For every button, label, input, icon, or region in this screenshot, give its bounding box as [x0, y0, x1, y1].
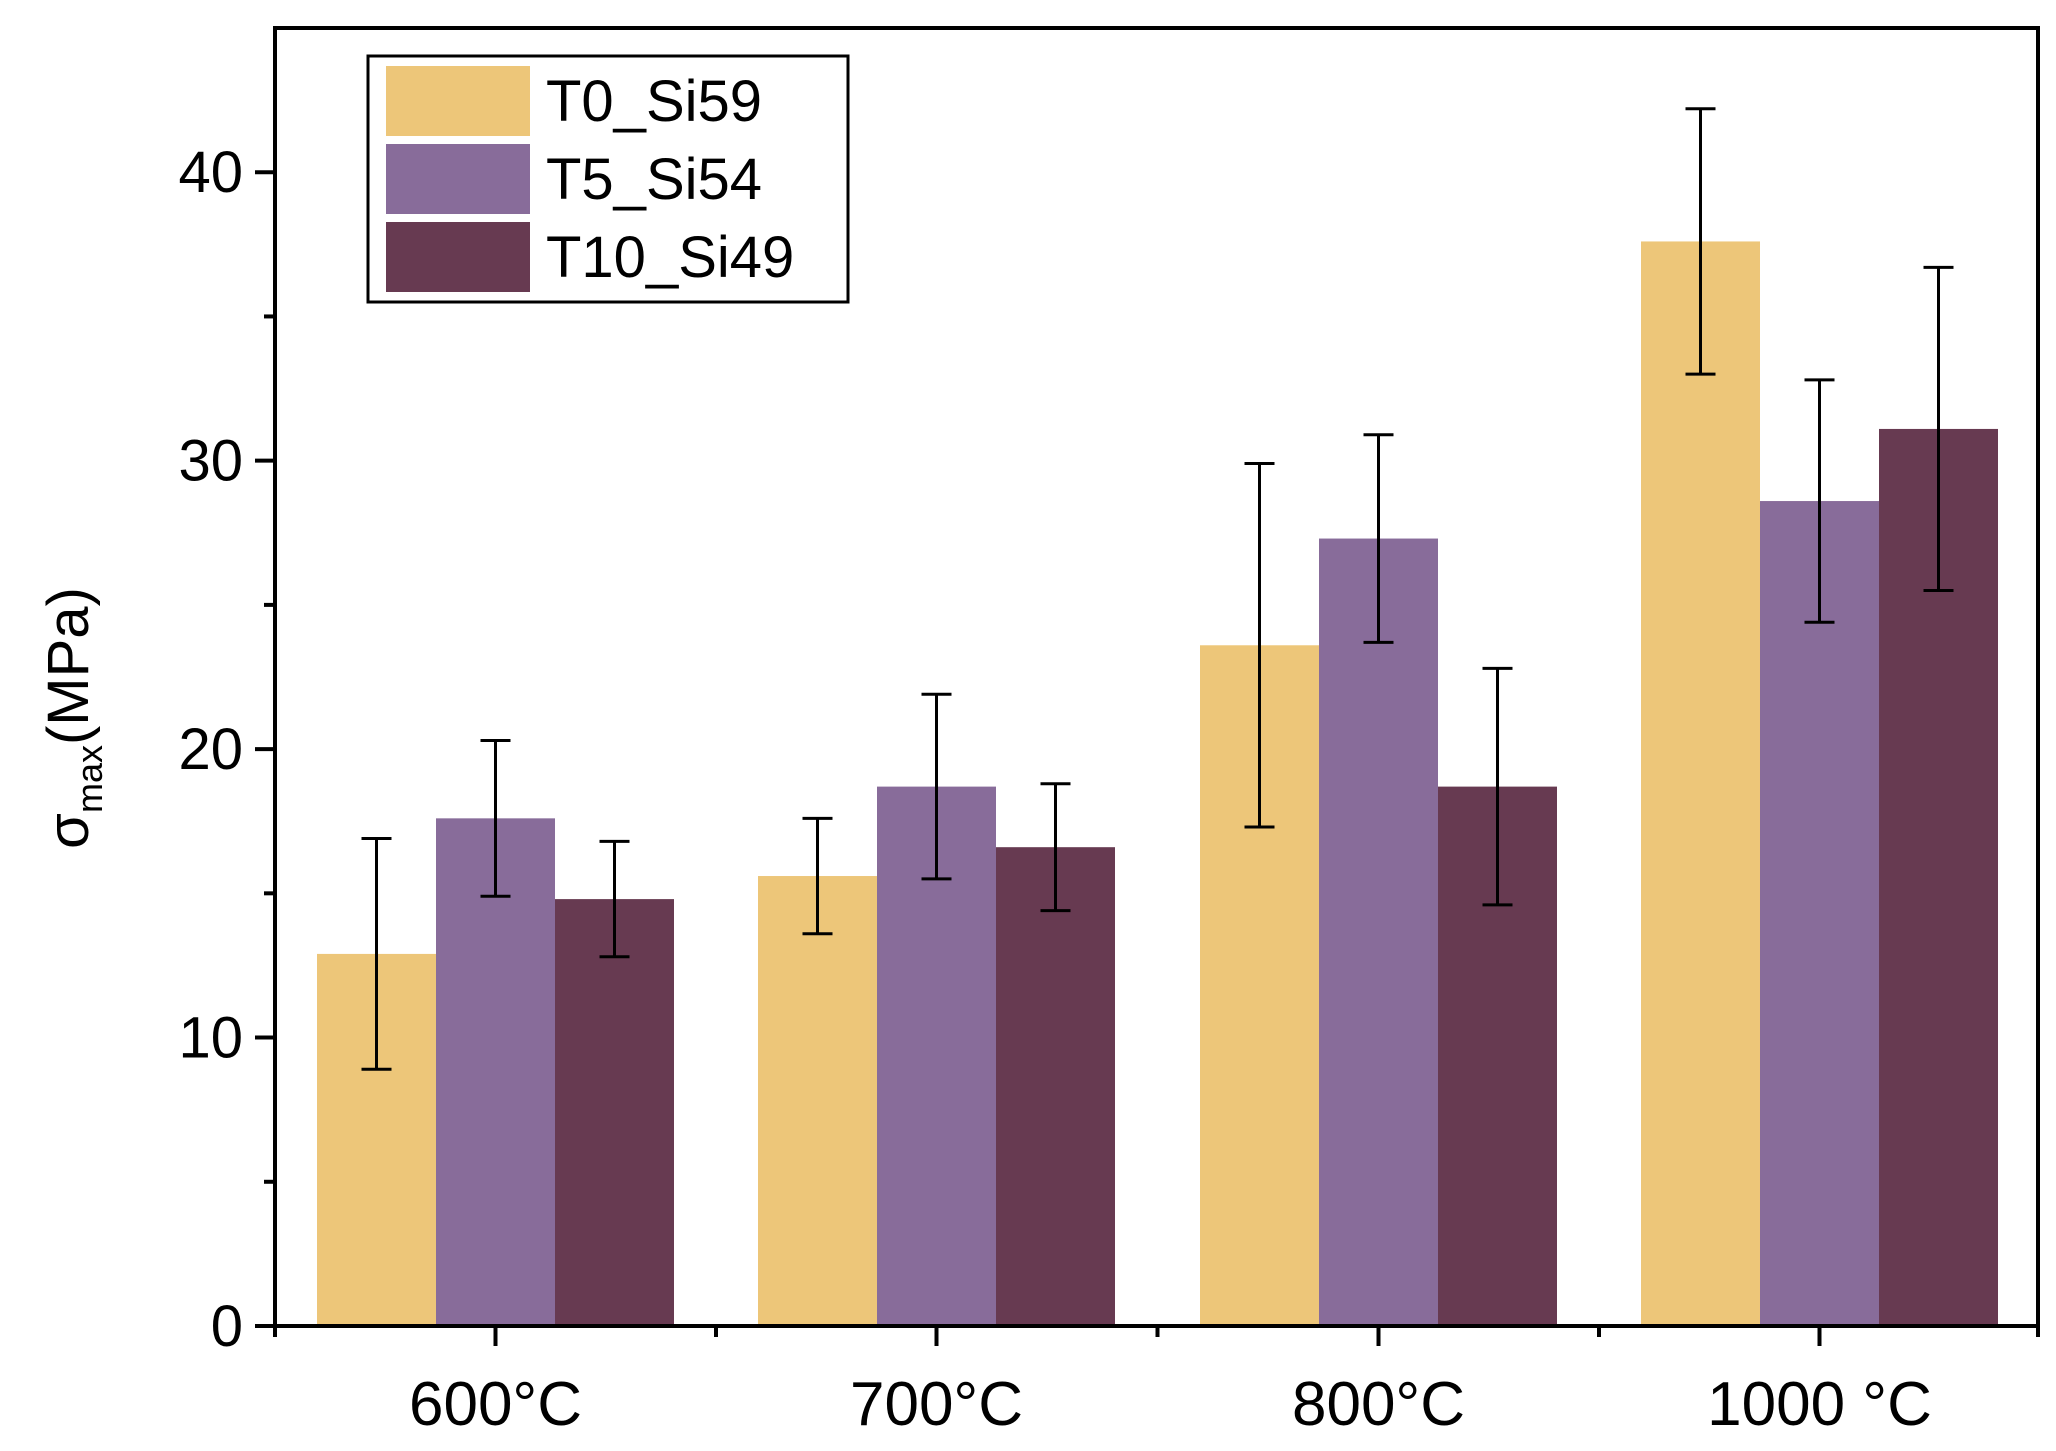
- bar-t5-si54-0: [436, 818, 555, 1326]
- bar-t10-si49-0: [555, 899, 674, 1326]
- legend: T0_Si59 T5_Si54 T10_Si49: [366, 54, 850, 304]
- bar-t5-si54-3: [1760, 501, 1879, 1326]
- y-tick-label-20: 20: [178, 717, 243, 782]
- bar-t0-si59-1: [758, 876, 877, 1326]
- x-tick-label-0: 600°C: [409, 1370, 582, 1439]
- bar-t0-si59-3: [1641, 241, 1760, 1327]
- y-axis-title: σmax(MPa): [36, 587, 110, 849]
- y-tick-label-40: 40: [178, 140, 243, 205]
- y-axis-label-symbol: σ: [36, 813, 101, 849]
- legend-swatch-1: [386, 144, 530, 214]
- x-tick-label-3: 1000 °C: [1707, 1370, 1932, 1439]
- legend-swatch-0: [386, 66, 530, 136]
- y-axis-label-subscript: max: [69, 745, 110, 813]
- y-axis-label: σmax(MPa): [36, 587, 110, 849]
- axes-group: 0 10 20 30 40 600°C 700°C 800°C 1000 °C: [178, 26, 2040, 1439]
- x-tick-label-1: 700°C: [850, 1370, 1023, 1439]
- y-axis-label-unit: (MPa): [36, 587, 101, 745]
- legend-label-0: T0_Si59: [546, 69, 762, 134]
- legend-label-2: T10_Si49: [546, 225, 794, 290]
- legend-swatch-2: [386, 222, 530, 292]
- bar-t5-si54-2: [1319, 538, 1438, 1326]
- x-tick-label-2: 800°C: [1292, 1370, 1465, 1439]
- bars-group: [317, 241, 1998, 1327]
- error-bars-group: [361, 107, 1954, 1071]
- y-tick-label-0: 0: [211, 1294, 243, 1359]
- y-tick-label-10: 10: [178, 1006, 243, 1071]
- legend-label-1: T5_Si54: [546, 147, 762, 212]
- y-tick-label-30: 30: [178, 429, 243, 494]
- bar-t10-si49-1: [996, 847, 1115, 1326]
